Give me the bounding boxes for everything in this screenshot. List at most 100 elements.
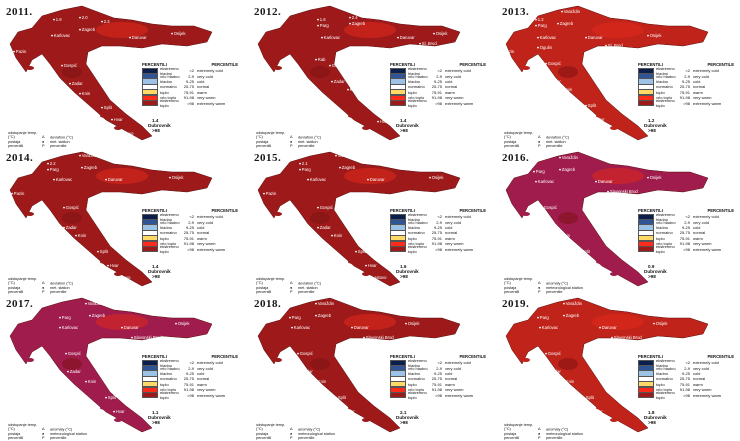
footer-label-hr: odstupanje temp. (°C) <box>256 423 286 432</box>
station-label: Zagreb <box>92 313 106 318</box>
legend-label-en: extremely warm <box>197 246 226 252</box>
station-dot <box>533 170 535 173</box>
station-dot <box>559 156 561 159</box>
legend-header: PERCENTILI PERCENTILE <box>142 354 238 359</box>
legend-label-hr: vrlo hladno <box>160 73 180 79</box>
station-dot <box>605 44 607 47</box>
legend-range: 9-25 <box>185 224 194 230</box>
legend-label-hr: toplo <box>656 89 665 95</box>
station-dot <box>129 36 131 39</box>
map-panel-3: 2.2 Parg Varaždin Zagreb Karlovac Daruvar Osij… <box>2 148 242 295</box>
warm-patch <box>62 212 82 224</box>
island-shape <box>26 66 34 70</box>
station-label: Slavonski Brod <box>610 189 639 194</box>
legend-range: 9-25 <box>185 78 194 84</box>
station-label: Zadar <box>302 369 314 374</box>
legend-label-hr: toplo <box>160 235 169 241</box>
croatia-map-svg: Parg Varaždin Zagreb Karlovac Daruvar Osijek S… <box>9 297 213 433</box>
station-dot <box>53 178 55 181</box>
station-label: Knin <box>350 87 359 92</box>
station-label: Knin <box>566 379 575 384</box>
station-dot <box>79 28 81 31</box>
legend-label-en: extremely cold <box>445 360 471 366</box>
island-shape <box>596 114 608 118</box>
footer-label-en: percentile <box>546 290 563 295</box>
station-dot <box>331 234 333 237</box>
legend-label-en: extremely cold <box>197 214 223 220</box>
station-dot <box>363 336 365 339</box>
station-label: Hvar <box>596 117 605 122</box>
station-label: Split <box>104 105 113 110</box>
station-label: Knin <box>318 379 327 384</box>
dubrovnik-deviation: 1.6 <box>400 264 407 269</box>
legend-range: 75-91 <box>183 381 194 387</box>
legend-header-hr: PERCENTILI <box>638 354 663 359</box>
station-dot <box>535 24 537 27</box>
station-label: Slavonski Brod <box>614 335 643 340</box>
station-dot <box>63 206 65 209</box>
footer-label-hr: odstupanje temp. (°C) <box>504 423 534 432</box>
footer-label-en: percentile <box>50 290 67 295</box>
croatia-map-svg: Parg Varaždin Zagreb Karlovac Daruvar Osijek S… <box>505 297 709 433</box>
legend-label-en: extremely warm <box>197 392 226 398</box>
station-label: Zagreb <box>318 313 332 318</box>
island-shape <box>522 212 530 216</box>
station-dot <box>611 336 613 339</box>
map-panel-0: 1.9 2.0 2.3 Karlovac Zagreb Daruvar Osijek Pazi… <box>2 2 242 148</box>
footer-line: postaja ● met. station <box>504 140 569 144</box>
dubrovnik-station: Dubrovnik <box>644 269 667 274</box>
station-dot <box>547 370 549 373</box>
legend-label-en: very cold <box>445 73 462 79</box>
warm-patch <box>592 168 644 184</box>
station-dot <box>561 88 563 91</box>
map-panel-6: Parg Varaždin Zagreb Karlovac Daruvar Osijek S… <box>2 294 242 440</box>
dubrovnik-percentile: >98 <box>400 274 408 279</box>
station-dot <box>537 316 539 319</box>
station-dot <box>335 154 337 157</box>
legend-range: >98 <box>683 392 690 398</box>
station-label: Zadar <box>550 369 562 374</box>
footer-label-en: deviation (°C) <box>546 135 570 140</box>
legend-label-en: extremely warm <box>445 246 474 252</box>
legend-label-hr: toplo <box>160 89 169 95</box>
legend-header: PERCENTILI PERCENTILE <box>638 208 734 213</box>
station-label: Osijek <box>408 321 421 326</box>
legend-range: <2 <box>685 360 690 366</box>
legend-range: 2-9 <box>188 73 194 79</box>
station-label: Hvar <box>590 263 599 268</box>
footer-label-hr: odstupanje temp. (°C) <box>504 131 534 140</box>
station-dot <box>349 16 351 19</box>
station-dot <box>169 176 171 179</box>
station-dot <box>583 396 585 399</box>
station-label: 2.0 <box>82 15 88 20</box>
legend-label-hr: vrlo hladno <box>656 219 676 225</box>
footer-label-en: deviation (°C) <box>298 135 322 140</box>
station-label: Parg <box>540 315 550 320</box>
legend-label-hr: hladno <box>656 224 669 230</box>
station-dot <box>289 316 291 319</box>
station-dot <box>263 192 265 195</box>
station-dot <box>599 326 601 329</box>
station-dot <box>317 24 319 27</box>
station-label: Varaždin <box>88 301 105 306</box>
percentile-legend: PERCENTILI PERCENTILE ekstremno hladno <2 ex… <box>142 354 238 400</box>
legend-label-hr: normalno <box>656 84 673 90</box>
footer-label-hr: odstupanje temp. (°C) <box>256 277 286 286</box>
station-label: Pazin <box>504 49 515 54</box>
station-dot <box>561 10 563 13</box>
station-label: Split <box>588 103 597 108</box>
legend-header-en: PERCENTILE <box>707 208 734 213</box>
dubrovnik-station: Dubrovnik <box>644 123 667 128</box>
station-label: Osijek <box>174 31 187 36</box>
legend-range: 91-98 <box>679 241 690 247</box>
legend-header: PERCENTILI PERCENTILE <box>390 62 486 67</box>
legend-range: <2 <box>437 68 442 74</box>
station-label: Hvar <box>594 409 603 414</box>
station-label: Gospić <box>548 351 561 356</box>
station-label: Hvar <box>380 119 389 124</box>
map-panel-1: 1.6 Parg 2.4 Zagreb Varaždin Karlovac Daruvar O… <box>250 2 490 148</box>
legend-label-en: extremely warm <box>197 100 226 106</box>
footer-symbol: P <box>42 290 45 295</box>
dubrovnik-percentile: >98 <box>152 420 160 425</box>
